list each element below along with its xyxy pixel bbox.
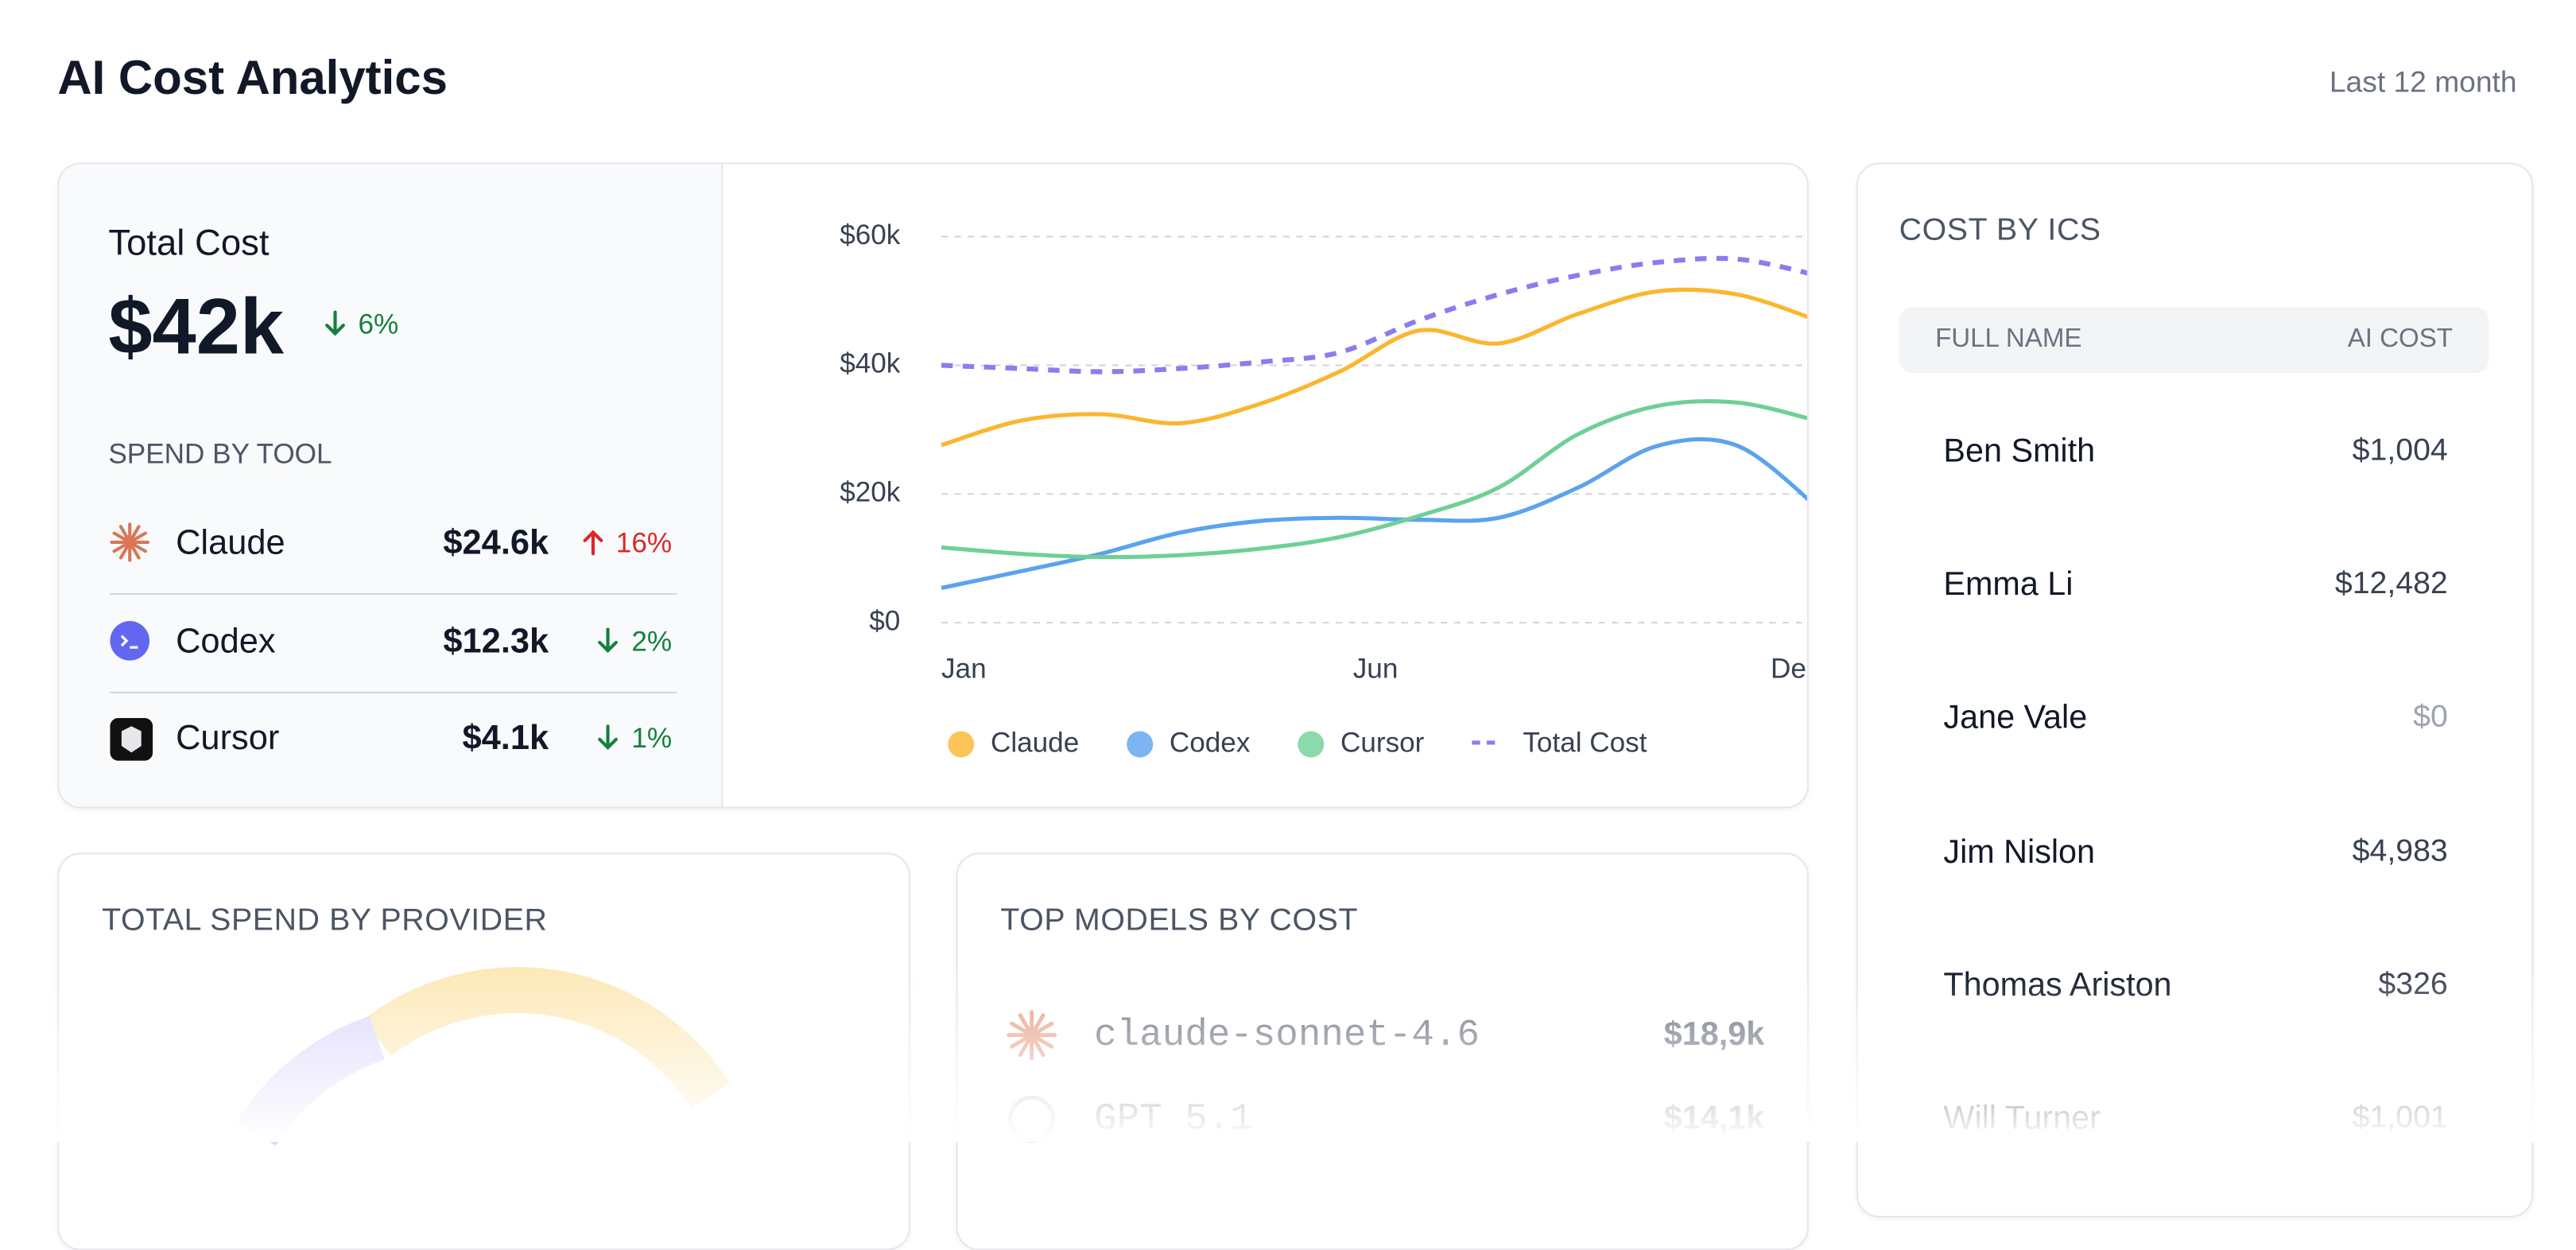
row-divider: [110, 690, 677, 693]
y-tick-label: $0: [869, 605, 900, 636]
arrow-shape: [599, 627, 619, 653]
section-title: SPEND BY TOOL: [108, 438, 332, 470]
tool-change: 1%: [596, 723, 672, 755]
legend-swatch: [948, 731, 975, 758]
period-filter[interactable]: Last 12 month: [2329, 65, 2517, 99]
table-header: FULL NAME AI COST: [1899, 307, 2489, 374]
trend-arrow: [325, 310, 345, 336]
person-name: Jim Nislon: [1943, 833, 2096, 871]
page-title: AI Cost Analytics: [57, 52, 448, 106]
person-name: Jane Vale: [1943, 701, 2088, 737]
x-tick-label: Jun: [1353, 653, 1399, 684]
tool-icon: [110, 620, 150, 660]
tool-value: $12.3k: [443, 622, 549, 660]
legend-label: Codex: [1170, 727, 1251, 758]
tool-change: 16%: [580, 527, 672, 560]
tool-change: 2%: [596, 625, 672, 658]
y-tick-label: $20k: [840, 477, 901, 508]
series-line: [941, 398, 1807, 560]
legend-label: Claude: [991, 727, 1079, 758]
cost-chart: $0 $20k $40k $60k Jan Jun Dec Claude Codex Cursor…: [840, 219, 1807, 758]
tool-icon: [110, 522, 150, 562]
person-name: Emma Li: [1943, 567, 2074, 604]
legend-swatch: [1298, 731, 1325, 758]
y-tick-label: $60k: [840, 219, 901, 250]
legend-label: Cursor: [1340, 727, 1425, 758]
arrow-shape: [599, 724, 619, 751]
trend-arrow: [583, 530, 603, 556]
trend-arrow: [599, 724, 619, 751]
card-title: TOTAL SPEND BY PROVIDER: [102, 903, 548, 938]
person-cost: $1,004: [2352, 433, 2448, 468]
tool-icon: [110, 717, 153, 761]
x-tick-label: Dec: [1771, 653, 1807, 684]
trend-arrow: [599, 627, 619, 653]
person-cost: $4,983: [2352, 833, 2448, 869]
card-title: TOP MODELS BY COST: [1000, 903, 1359, 938]
icon-ray: [128, 531, 147, 544]
dashboard: AI Cost Analytics Last 12 month Total Co…: [0, 52, 2576, 1250]
change-text: 1%: [631, 723, 673, 755]
change-text: 2%: [631, 625, 673, 657]
icon-glyph: [121, 726, 142, 753]
series-line: [941, 437, 1807, 590]
y-tick-label: $40k: [840, 348, 901, 379]
card-title: COST BY ICS: [1899, 213, 2101, 249]
total-value: $42k: [108, 284, 285, 371]
series-line: [941, 255, 1807, 375]
summary-pane: Total Cost $42k 6% SPEND BY TOOL Claude $…: [59, 164, 724, 807]
tool-name: Claude: [176, 524, 285, 562]
legend-swatch: [1127, 731, 1154, 758]
tool-value: $24.6k: [443, 524, 549, 562]
x-tick-label: Jan: [941, 653, 987, 684]
row-divider: [110, 592, 677, 596]
person-cost: $0: [2413, 701, 2448, 736]
change-text: 16%: [615, 527, 673, 559]
overview-card: Total Cost $42k 6% SPEND BY TOOL Claude $…: [57, 162, 1809, 809]
total-label: Total Cost: [108, 221, 270, 263]
legend-label: Total Cost: [1523, 727, 1647, 758]
total-change: 6%: [322, 309, 398, 341]
fade-overlay: [0, 969, 2576, 1143]
column-header: AI COST: [2347, 325, 2453, 354]
icon-shape: [110, 620, 150, 660]
person-name: Ben Smith: [1943, 433, 2096, 470]
arrow-shape: [583, 530, 603, 556]
arrow-shape: [325, 310, 345, 336]
series-line: [941, 287, 1807, 448]
person-cost: $12,482: [2334, 567, 2448, 602]
icon-glyph: [120, 634, 138, 648]
tool-name: Cursor: [176, 720, 280, 758]
change-text: 6%: [358, 309, 399, 340]
tool-name: Codex: [176, 622, 276, 660]
column-header: FULL NAME: [1935, 325, 2082, 354]
tool-value: $4.1k: [462, 720, 549, 758]
